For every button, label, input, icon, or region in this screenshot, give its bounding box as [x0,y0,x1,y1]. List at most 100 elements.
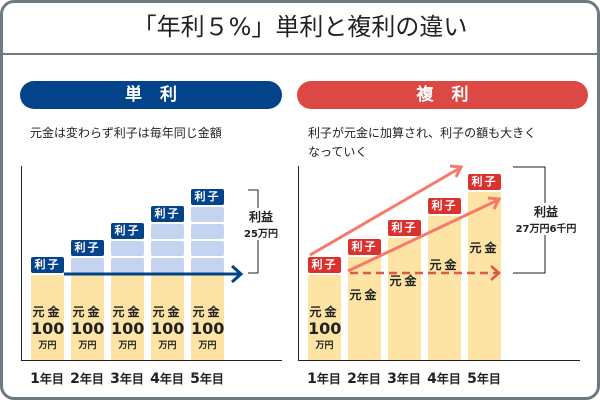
principal-bar: 元金 100 万円 [151,275,184,360]
interest-tag: 利子 [308,257,341,273]
interest-block [111,258,144,273]
year-suffix: 年目 [199,372,224,386]
year-number: 2 [70,371,80,387]
principal-bar: 元金 [388,238,421,360]
compound-description-line1: 利子が元金に加算され、利子の額も大きく [308,126,537,140]
principal-amount: 100 [191,319,225,338]
compound-growth-arrow-upper [309,164,464,257]
simple-y-axis [21,166,22,361]
simple-gain: 利益 25万円 [238,208,284,240]
year-number: 1 [30,371,40,387]
year-suffix: 年目 [356,372,381,386]
principal-unit: 万円 [78,341,97,351]
year-label: 4年目 [147,370,187,387]
year-number: 5 [190,371,200,387]
interest-block [151,224,184,239]
year-number: 3 [110,371,120,387]
principal-label: 元金 [72,305,103,319]
interest-tag: 利子 [111,223,144,239]
interest-block [151,241,184,256]
principal-label: 元金 [309,305,340,319]
compound-interest-header: 複利 [297,81,588,109]
year-label: 2年目 [67,370,107,387]
compound-growth-arrow-lower [347,196,502,273]
principal-amount: 100 [308,319,342,338]
year-suffix: 年目 [119,372,144,386]
principal-label: 元金 [469,241,500,256]
compound-baseline [298,360,580,361]
simple-flat-arrow [64,264,244,284]
compound-flat-dashed-arrow [350,265,501,281]
interest-tag: 利子 [388,220,421,236]
principal-bar: 元金 100 万円 [111,275,144,360]
principal-label: 元金 [429,258,460,273]
compound-gain-value: 27万円6千円 [515,224,577,235]
principal-bar: 元金 100 万円 [31,275,64,360]
principal-label: 元金 [112,305,143,319]
principal-label: 元金 [192,305,223,319]
principal-unit: 万円 [315,341,334,351]
compound-gain-label: 利益 [533,205,558,219]
interest-block [151,258,184,273]
principal-bar: 元金 100 万円 [71,275,104,360]
interest-block [191,241,224,256]
principal-unit: 万円 [38,341,57,351]
year-label: 5年目 [187,370,227,387]
principal-amount: 100 [151,319,185,338]
year-number: 4 [427,371,437,387]
principal-unit: 万円 [118,341,137,351]
principal-label: 元金 [389,274,420,289]
simple-baseline [21,360,282,361]
principal-amount: 100 [71,319,105,338]
principal-unit: 万円 [198,341,217,351]
interest-block [71,258,104,273]
principal-bar: 元金 100 万円 [308,275,341,360]
year-suffix: 年目 [79,372,104,386]
simple-gain-value: 25万円 [244,229,278,240]
interest-tag: 利子 [31,257,64,273]
year-label: 5年目 [464,370,504,387]
interest-block [191,224,224,239]
compound-y-axis [298,166,299,361]
year-suffix: 年目 [316,372,341,386]
year-label: 3年目 [384,370,424,387]
interest-tag: 利子 [348,239,381,255]
year-number: 5 [467,371,477,387]
year-suffix: 年目 [476,372,501,386]
year-label: 1年目 [27,370,67,387]
compound-gain: 利益 27万円6千円 [508,203,584,235]
simple-gain-label: 利益 [248,210,273,224]
year-label: 2年目 [344,370,384,387]
year-number: 3 [387,371,397,387]
principal-amount: 100 [31,319,65,338]
interest-tag: 利子 [151,206,184,222]
year-number: 1 [307,371,317,387]
interest-tag: 利子 [191,189,224,205]
year-number: 2 [347,371,357,387]
interest-block [111,241,144,256]
year-suffix: 年目 [396,372,421,386]
principal-label: 元金 [349,287,380,302]
principal-bar: 元金 100 万円 [191,275,224,360]
interest-block [191,207,224,222]
year-suffix: 年目 [159,372,184,386]
year-label: 3年目 [107,370,147,387]
year-number: 4 [150,371,160,387]
page-title: 「年利５%」単利と複利の違い [0,0,600,55]
year-suffix: 年目 [39,372,64,386]
simple-description: 元金は変わらず利子は毎年同じ金額 [30,126,222,140]
principal-bar: 元金 [428,216,461,360]
compound-description-line2: なっていく [308,145,368,159]
year-suffix: 年目 [436,372,461,386]
interest-tag: 利子 [428,198,461,214]
year-label: 1年目 [304,370,344,387]
simple-interest-header: 単利 [20,81,282,109]
principal-unit: 万円 [158,341,177,351]
principal-label: 元金 [152,305,183,319]
principal-label: 元金 [32,305,63,319]
principal-amount: 100 [111,319,145,338]
year-label: 4年目 [424,370,464,387]
interest-block [191,258,224,273]
